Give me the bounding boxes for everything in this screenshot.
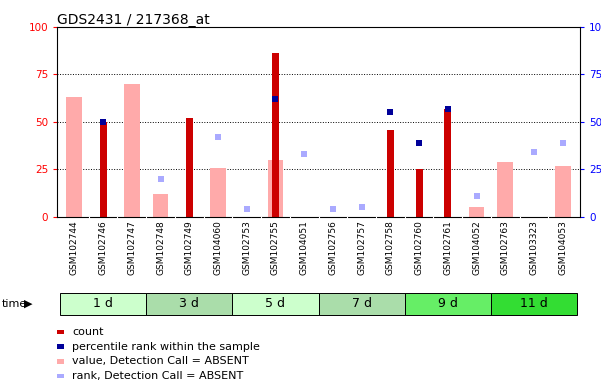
Text: ▶: ▶	[24, 299, 32, 309]
FancyBboxPatch shape	[319, 293, 404, 316]
Text: 5 d: 5 d	[266, 297, 285, 310]
Text: GSM102747: GSM102747	[127, 220, 136, 275]
Text: GSM102758: GSM102758	[386, 220, 395, 275]
Bar	[555, 166, 570, 217]
Text: GSM102748: GSM102748	[156, 220, 165, 275]
Text: GSM102760: GSM102760	[415, 220, 424, 275]
Bar	[67, 97, 82, 217]
FancyBboxPatch shape	[404, 293, 491, 316]
Bar	[415, 169, 423, 217]
Text: 7 d: 7 d	[352, 297, 371, 310]
Text: GSM102755: GSM102755	[271, 220, 280, 275]
Text: GSM102756: GSM102756	[328, 220, 337, 275]
Bar	[387, 129, 394, 217]
FancyBboxPatch shape	[233, 293, 319, 316]
Text: value, Detection Call = ABSENT: value, Detection Call = ABSENT	[72, 356, 249, 366]
Text: 1 d: 1 d	[93, 297, 113, 310]
Text: GSM102753: GSM102753	[242, 220, 251, 275]
Text: GSM102761: GSM102761	[444, 220, 453, 275]
Bar	[186, 118, 193, 217]
FancyBboxPatch shape	[60, 293, 146, 316]
Text: count: count	[72, 327, 103, 337]
Bar	[210, 167, 226, 217]
Bar	[272, 53, 279, 217]
Text: 3 d: 3 d	[179, 297, 199, 310]
Bar	[153, 194, 168, 217]
FancyBboxPatch shape	[491, 293, 577, 316]
Text: time: time	[2, 299, 27, 309]
Text: GDS2431 / 217368_at: GDS2431 / 217368_at	[57, 13, 210, 27]
Text: GSM102757: GSM102757	[357, 220, 366, 275]
Bar	[124, 84, 139, 217]
Bar	[498, 162, 513, 217]
Text: 11 d: 11 d	[520, 297, 548, 310]
Bar	[267, 160, 283, 217]
Text: GSM104051: GSM104051	[300, 220, 309, 275]
Text: GSM102763: GSM102763	[501, 220, 510, 275]
FancyBboxPatch shape	[146, 293, 233, 316]
Text: GSM102746: GSM102746	[99, 220, 108, 275]
Text: 9 d: 9 d	[438, 297, 458, 310]
Text: GSM104060: GSM104060	[213, 220, 222, 275]
Bar	[444, 109, 451, 217]
Text: GSM102744: GSM102744	[70, 220, 79, 275]
Bar	[469, 207, 484, 217]
Text: GSM104053: GSM104053	[558, 220, 567, 275]
Bar	[100, 122, 106, 217]
Text: GSM104052: GSM104052	[472, 220, 481, 275]
Text: GSM102749: GSM102749	[185, 220, 194, 275]
Text: GSM103323: GSM103323	[529, 220, 538, 275]
Text: percentile rank within the sample: percentile rank within the sample	[72, 342, 260, 352]
Text: rank, Detection Call = ABSENT: rank, Detection Call = ABSENT	[72, 371, 243, 381]
